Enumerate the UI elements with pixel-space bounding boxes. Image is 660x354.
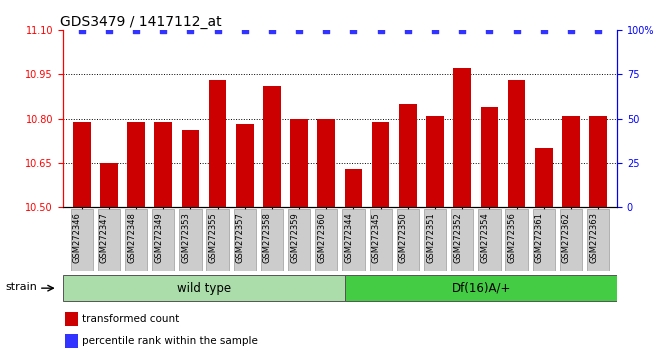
Bar bbox=[209, 80, 226, 207]
Bar bbox=[587, 209, 609, 271]
Text: strain: strain bbox=[5, 282, 37, 292]
Point bbox=[348, 27, 359, 33]
Bar bbox=[100, 163, 117, 207]
Point bbox=[294, 27, 304, 33]
Bar bbox=[125, 209, 147, 271]
Bar bbox=[589, 116, 607, 207]
Point bbox=[430, 27, 440, 33]
Point bbox=[267, 27, 277, 33]
Bar bbox=[315, 209, 337, 271]
Bar bbox=[453, 68, 471, 207]
Bar bbox=[288, 209, 310, 271]
Text: GSM272349: GSM272349 bbox=[154, 212, 163, 263]
Text: GSM272358: GSM272358 bbox=[263, 212, 272, 263]
Bar bbox=[290, 119, 308, 207]
Bar bbox=[65, 334, 78, 348]
Bar bbox=[372, 121, 389, 207]
Bar bbox=[451, 209, 473, 271]
Point bbox=[104, 27, 114, 33]
Bar bbox=[73, 121, 90, 207]
Bar bbox=[426, 116, 444, 207]
Text: GSM272356: GSM272356 bbox=[508, 212, 517, 263]
Text: Df(16)A/+: Df(16)A/+ bbox=[451, 282, 511, 295]
Bar bbox=[397, 209, 419, 271]
Text: GSM272350: GSM272350 bbox=[399, 212, 408, 263]
Bar bbox=[207, 209, 229, 271]
Bar bbox=[154, 121, 172, 207]
Point bbox=[539, 27, 549, 33]
Bar bbox=[152, 209, 174, 271]
Text: GSM272346: GSM272346 bbox=[73, 212, 82, 263]
Text: wild type: wild type bbox=[177, 282, 231, 295]
Point bbox=[185, 27, 196, 33]
Bar bbox=[399, 104, 416, 207]
Bar bbox=[345, 275, 617, 301]
Bar bbox=[234, 209, 256, 271]
Bar bbox=[508, 80, 525, 207]
Text: GSM272347: GSM272347 bbox=[100, 212, 109, 263]
Bar bbox=[63, 275, 345, 301]
Bar bbox=[263, 86, 280, 207]
Point bbox=[376, 27, 386, 33]
Bar bbox=[71, 209, 93, 271]
Point bbox=[566, 27, 576, 33]
Bar bbox=[533, 209, 555, 271]
Point bbox=[158, 27, 168, 33]
Text: GSM272363: GSM272363 bbox=[589, 212, 598, 263]
Bar bbox=[370, 209, 392, 271]
Point bbox=[484, 27, 494, 33]
Text: GSM272352: GSM272352 bbox=[453, 212, 462, 263]
Text: GSM272355: GSM272355 bbox=[209, 212, 218, 263]
Bar bbox=[424, 209, 446, 271]
Text: GDS3479 / 1417112_at: GDS3479 / 1417112_at bbox=[60, 15, 222, 29]
Bar bbox=[343, 209, 364, 271]
Bar bbox=[560, 209, 582, 271]
Text: GSM272360: GSM272360 bbox=[317, 212, 326, 263]
Bar bbox=[345, 169, 362, 207]
Point bbox=[321, 27, 331, 33]
Text: GSM272348: GSM272348 bbox=[127, 212, 136, 263]
Bar bbox=[65, 312, 78, 326]
Bar bbox=[506, 209, 528, 271]
Text: percentile rank within the sample: percentile rank within the sample bbox=[82, 336, 258, 346]
Bar bbox=[562, 116, 579, 207]
Bar bbox=[261, 209, 283, 271]
Text: GSM272359: GSM272359 bbox=[290, 212, 299, 263]
Bar bbox=[535, 148, 552, 207]
Text: GSM272353: GSM272353 bbox=[182, 212, 191, 263]
Point bbox=[403, 27, 413, 33]
Bar bbox=[317, 119, 335, 207]
Bar bbox=[180, 209, 201, 271]
Point bbox=[213, 27, 223, 33]
Point bbox=[77, 27, 87, 33]
Text: GSM272351: GSM272351 bbox=[426, 212, 435, 263]
Bar bbox=[182, 130, 199, 207]
Text: GSM272357: GSM272357 bbox=[236, 212, 245, 263]
Bar bbox=[236, 125, 253, 207]
Bar bbox=[480, 107, 498, 207]
Text: GSM272362: GSM272362 bbox=[562, 212, 571, 263]
Text: GSM272345: GSM272345 bbox=[372, 212, 381, 263]
Bar bbox=[127, 121, 145, 207]
Point bbox=[593, 27, 603, 33]
Text: GSM272354: GSM272354 bbox=[480, 212, 489, 263]
Point bbox=[457, 27, 467, 33]
Point bbox=[512, 27, 522, 33]
Text: transformed count: transformed count bbox=[82, 314, 180, 324]
Bar bbox=[478, 209, 500, 271]
Bar bbox=[98, 209, 120, 271]
Text: GSM272361: GSM272361 bbox=[535, 212, 544, 263]
Text: GSM272344: GSM272344 bbox=[345, 212, 354, 263]
Point bbox=[131, 27, 141, 33]
Point bbox=[240, 27, 250, 33]
